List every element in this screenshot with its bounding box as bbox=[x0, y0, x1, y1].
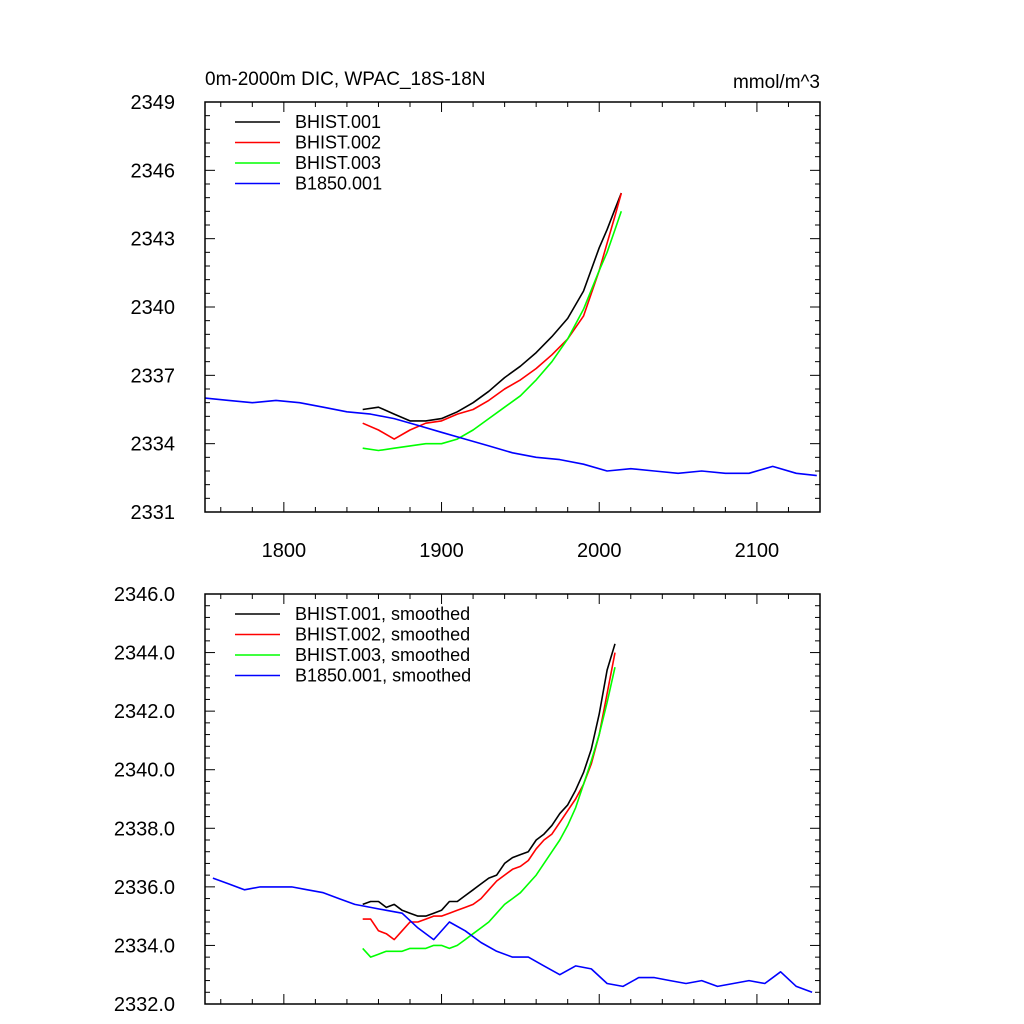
bottom-panel: 2332.0 2334.0 2336.0 2338.0 2340.0 2342.0 2344… bbox=[114, 584, 821, 1016]
top-axes-ticks: 2331 2334 2337 2340 2343 2346 2349 1800 1900 2000… bbox=[131, 92, 821, 562]
y-tick-label: 2349 bbox=[131, 92, 176, 114]
legend-label-bhist-001-smoothed: BHIST.001, smoothed bbox=[295, 604, 470, 624]
y-tick-label: 2343 bbox=[131, 229, 176, 251]
legend-label-b1850-001: B1850.001 bbox=[295, 174, 382, 194]
y-tick-label: 2340 bbox=[131, 297, 176, 319]
y-tick-label: 2346.0 bbox=[114, 584, 175, 606]
y-tick-label: 2332.0 bbox=[114, 994, 175, 1016]
x-tick-label: 1900 bbox=[419, 540, 464, 562]
x-tick-label: 2000 bbox=[577, 540, 622, 562]
series-line-bhist-001 bbox=[362, 192, 623, 422]
y-tick-label: 2334.0 bbox=[114, 935, 175, 957]
top-chart-units: mmol/m^3 bbox=[733, 72, 820, 93]
top-panel: 0m-2000m DIC, WPAC_18S-18N mmol/m^3 2331… bbox=[131, 69, 821, 562]
x-tick-label: 1800 bbox=[262, 540, 307, 562]
y-tick-label: 2338.0 bbox=[114, 818, 175, 840]
series-line-bhist-001-smoothed bbox=[362, 643, 616, 917]
y-tick-label: 2344.0 bbox=[114, 643, 175, 665]
top-chart-title: 0m-2000m DIC, WPAC_18S-18N bbox=[205, 69, 486, 90]
series-line-bhist-003 bbox=[362, 211, 623, 452]
series-line-bhist-003-smoothed bbox=[362, 667, 616, 958]
x-tick-label: 2100 bbox=[735, 540, 780, 562]
series-line-bhist-002 bbox=[362, 192, 623, 440]
legend-label-bhist-003-smoothed: BHIST.003, smoothed bbox=[295, 645, 470, 665]
legend-label-b1850-001-smoothed: B1850.001, smoothed bbox=[295, 666, 471, 686]
series-line-b1850-001 bbox=[205, 397, 817, 477]
y-tick-label: 2336.0 bbox=[114, 877, 175, 899]
y-tick-label: 2334 bbox=[131, 434, 176, 456]
series-line-bhist-002-smoothed bbox=[362, 652, 616, 941]
legend-label-bhist-002-smoothed: BHIST.002, smoothed bbox=[295, 625, 470, 645]
bottom-plot-data bbox=[212, 643, 813, 994]
top-series-group bbox=[205, 192, 817, 477]
bottom-axes-ticks: 2332.0 2334.0 2336.0 2338.0 2340.0 2342.0 2344… bbox=[114, 584, 821, 1016]
top-plot-data bbox=[205, 192, 817, 477]
series-line-b1850-001-smoothed bbox=[212, 877, 813, 994]
legend-label-bhist-003: BHIST.003 bbox=[295, 153, 381, 173]
bottom-series-group bbox=[212, 643, 813, 994]
bottom-plot-frame bbox=[204, 593, 821, 1005]
y-tick-label: 2346 bbox=[131, 160, 176, 182]
y-tick-label: 2342.0 bbox=[114, 701, 175, 723]
y-tick-label: 2337 bbox=[131, 365, 176, 387]
y-tick-label: 2340.0 bbox=[114, 760, 175, 782]
legend-label-bhist-002: BHIST.002 bbox=[295, 133, 381, 153]
y-tick-label: 2331 bbox=[131, 502, 176, 524]
legend-label-bhist-001: BHIST.001 bbox=[295, 112, 381, 132]
